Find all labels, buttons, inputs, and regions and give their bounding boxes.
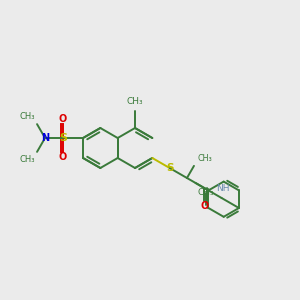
Text: O: O [59,152,67,162]
Text: CH₃: CH₃ [197,188,214,197]
Text: NH: NH [216,184,230,193]
Text: O: O [200,201,208,211]
Text: O: O [59,114,67,124]
Text: N: N [41,133,49,143]
Text: CH₃: CH₃ [20,155,35,164]
Text: S: S [166,163,173,173]
Text: CH₃: CH₃ [198,154,213,163]
Text: CH₃: CH₃ [20,112,35,121]
Text: CH₃: CH₃ [127,97,143,106]
Text: S: S [59,133,67,143]
